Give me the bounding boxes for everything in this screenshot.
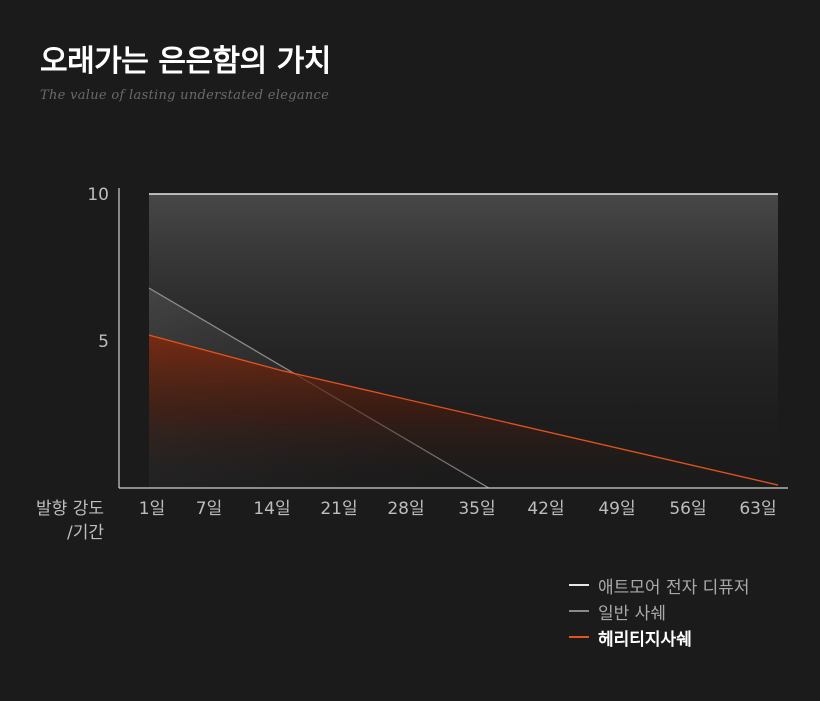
- legend-swatch: [569, 610, 589, 612]
- legend: 애트모어 전자 디퓨저 일반 사쉐 헤리티지사쉐: [569, 572, 750, 650]
- x-tick-label: 14일: [253, 499, 290, 519]
- legend-label: 애트모어 전자 디퓨저: [598, 577, 750, 598]
- x-tick-label: 1일: [139, 499, 165, 519]
- x-tick-label: 42일: [527, 499, 564, 519]
- x-tick-label: 56일: [669, 499, 706, 519]
- x-tick-label: 21일: [320, 499, 357, 519]
- legend-label: 일반 사쉐: [598, 603, 666, 624]
- legend-label: 헤리티지사쉐: [598, 629, 692, 650]
- x-tick-label: 28일: [387, 499, 424, 519]
- x-tick-label: 7일: [196, 499, 222, 519]
- legend-item-atmore-diffuser[interactable]: 애트모어 전자 디퓨저: [569, 572, 750, 598]
- legend-item-regular-sachet[interactable]: 일반 사쉐: [569, 598, 750, 624]
- legend-swatch: [569, 584, 589, 586]
- page-title: 오래가는 은은함의 가치: [40, 44, 331, 79]
- legend-swatch: [569, 636, 589, 638]
- series-line-2: [148, 334, 779, 486]
- legend-item-heritage-sachet[interactable]: 헤리티지사쉐: [569, 624, 750, 650]
- series-area-2: [149, 335, 778, 488]
- y-tick-label: 10: [87, 185, 109, 205]
- x-tick-label: 63일: [739, 499, 776, 519]
- y-axis-label-line2: /기간: [67, 523, 104, 543]
- page-subtitle: The value of lasting understated eleganc…: [40, 88, 330, 103]
- y-tick-label: 5: [98, 332, 109, 352]
- y-axis-label-line1: 발향 강도: [36, 499, 104, 519]
- x-tick-label: 35일: [458, 499, 495, 519]
- x-tick-label: 49일: [598, 499, 635, 519]
